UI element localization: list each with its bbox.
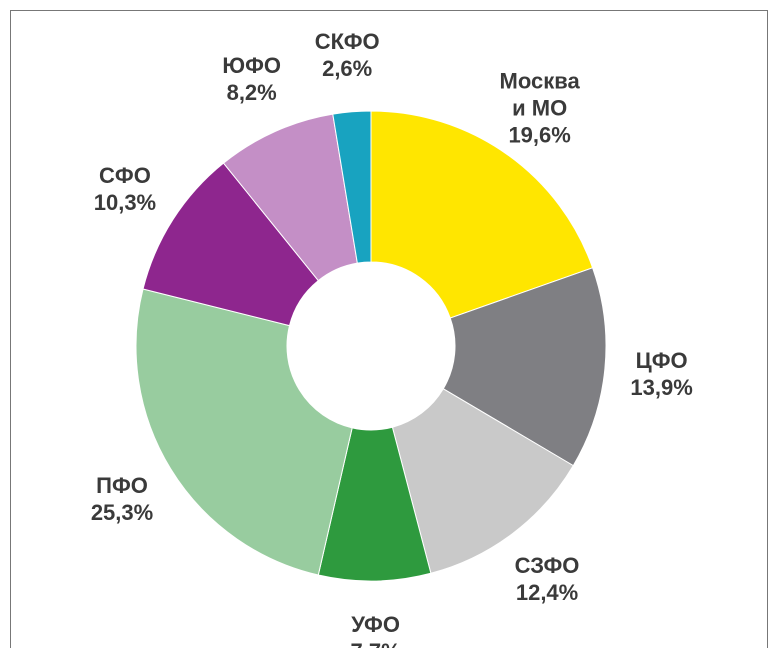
donut-slice — [370, 110, 594, 319]
category-label: УФО — [351, 611, 400, 637]
value-label: 8,2% — [226, 80, 277, 106]
category-label: ЦФО — [635, 348, 688, 374]
donut-slice — [391, 388, 574, 574]
donut-slice — [332, 110, 372, 264]
value-label: 19,6% — [508, 122, 571, 148]
value-label: 2,6% — [322, 55, 373, 81]
slice-label: УФО7,7% — [351, 611, 401, 648]
slice-label: ЦФО 13,9% — [630, 347, 692, 401]
frame — [10, 10, 768, 648]
slice-label: СЗФО 12,4% — [515, 552, 580, 606]
category-label: ЮФО — [222, 53, 281, 79]
value-label: 10,3% — [93, 189, 157, 215]
slice-label: СФО 10,3% — [94, 162, 156, 216]
value-label: 13,9% — [630, 375, 693, 401]
donut-slice — [135, 288, 353, 576]
value-label: 7,7% — [351, 638, 401, 648]
slice-label: Москва и МО 19,6% — [500, 67, 580, 148]
value-label: 25,3% — [90, 499, 154, 525]
category-label: СФО — [99, 162, 151, 188]
slice-label: ЮФО 8,2% — [222, 52, 281, 106]
category-label: Москва и МО — [499, 68, 580, 121]
slice-label: ПФО 25,3% — [91, 472, 153, 526]
value-label: 12,4% — [515, 579, 579, 605]
category-label: ПФО — [96, 472, 148, 498]
category-label: СКФО — [314, 28, 380, 54]
donut-slice — [442, 267, 607, 467]
slice-label: СКФО 2,6% — [315, 28, 380, 82]
category-label: СЗФО — [514, 552, 580, 578]
